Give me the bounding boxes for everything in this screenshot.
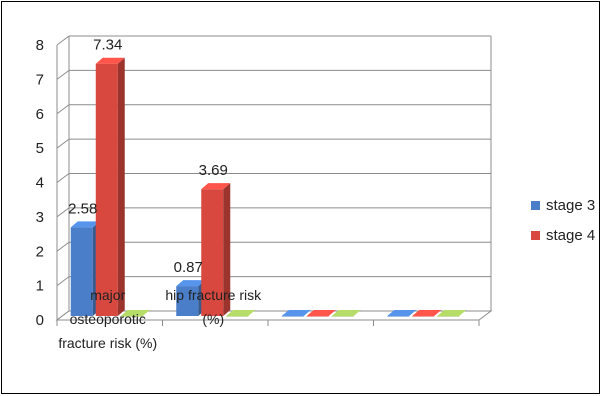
bar-top (226, 310, 256, 316)
bar-top (95, 57, 125, 64)
data-label: 0.87 (174, 259, 203, 276)
gridlines (56, 35, 491, 321)
legend-swatch (531, 231, 540, 240)
bar-stage-4 (201, 183, 231, 316)
bar-top (201, 183, 231, 190)
gridline-side (56, 207, 70, 218)
bar-front (176, 286, 199, 316)
gridline-side (56, 241, 70, 252)
x-category-label: major (90, 287, 125, 303)
bar-stage-4 (412, 310, 442, 317)
gridline-side (56, 138, 70, 149)
bar-front (95, 63, 118, 316)
legend: stage 3 stage 4 (531, 197, 595, 244)
y-tick-label: 0 (36, 312, 44, 329)
bar-top (281, 310, 311, 316)
category-labels: major osteoporotic fracture risk (%) hip fr… (58, 287, 262, 351)
bar-front (226, 316, 249, 317)
y-tick-label: 7 (36, 71, 44, 88)
bar-top (387, 310, 417, 316)
bar-stage-3 (387, 310, 417, 317)
bar-side (117, 57, 125, 316)
bar-top (412, 310, 442, 316)
y-tick-label: 2 (36, 243, 44, 260)
bar-stage-4 (95, 57, 125, 316)
y-tick-label: 5 (36, 140, 44, 157)
bar-series-3 (331, 310, 361, 317)
y-tick-label: 1 (36, 278, 44, 295)
bar-stage-3 (281, 310, 311, 317)
bar-front (201, 189, 224, 316)
y-tick-label: 4 (36, 175, 44, 192)
gridline-side (56, 104, 70, 115)
y-tick-label: 3 (36, 209, 44, 226)
gridline-side (56, 276, 70, 287)
bar-series-3 (226, 310, 256, 317)
bar-side (223, 183, 231, 316)
bar-top (70, 221, 100, 228)
bar-front (281, 316, 304, 317)
bar-top (331, 310, 361, 316)
bar-top (120, 310, 150, 316)
x-category-label: hip fracture risk (165, 287, 262, 303)
gridline-side (56, 69, 70, 80)
legend-swatch (531, 201, 540, 210)
bar-front (120, 316, 143, 317)
axes: 0 1 2 3 4 5 6 7 8 (36, 36, 493, 329)
x-category-label: (%) (202, 311, 224, 327)
data-labels: 2.58 7.34 0.87 3.69 (68, 37, 228, 276)
bar-top (306, 310, 336, 316)
bar-series-3 (437, 310, 467, 317)
bar-front (331, 316, 354, 317)
bar-series-3 (120, 310, 150, 317)
x-category-label: osteoporotic (70, 311, 146, 327)
bar-front (387, 316, 410, 317)
y-tick-label: 6 (36, 106, 44, 123)
bar-front (70, 227, 93, 316)
bar-front (412, 316, 435, 317)
data-label: 7.34 (93, 37, 122, 54)
legend-label: stage 3 (546, 197, 595, 214)
bar-stage-4 (306, 310, 336, 317)
gridline-side (56, 35, 70, 46)
bar-front (306, 316, 329, 317)
data-label: 3.69 (199, 162, 228, 179)
gridline-side (56, 173, 70, 183)
y-tick-label: 8 (36, 37, 44, 54)
bar-top (176, 280, 206, 287)
bar-top (437, 310, 467, 316)
bar-front (437, 316, 460, 317)
x-category-label: fracture risk (%) (58, 335, 157, 351)
bars (70, 57, 467, 317)
legend-label: stage 4 (546, 227, 595, 244)
data-label: 2.58 (68, 200, 97, 217)
